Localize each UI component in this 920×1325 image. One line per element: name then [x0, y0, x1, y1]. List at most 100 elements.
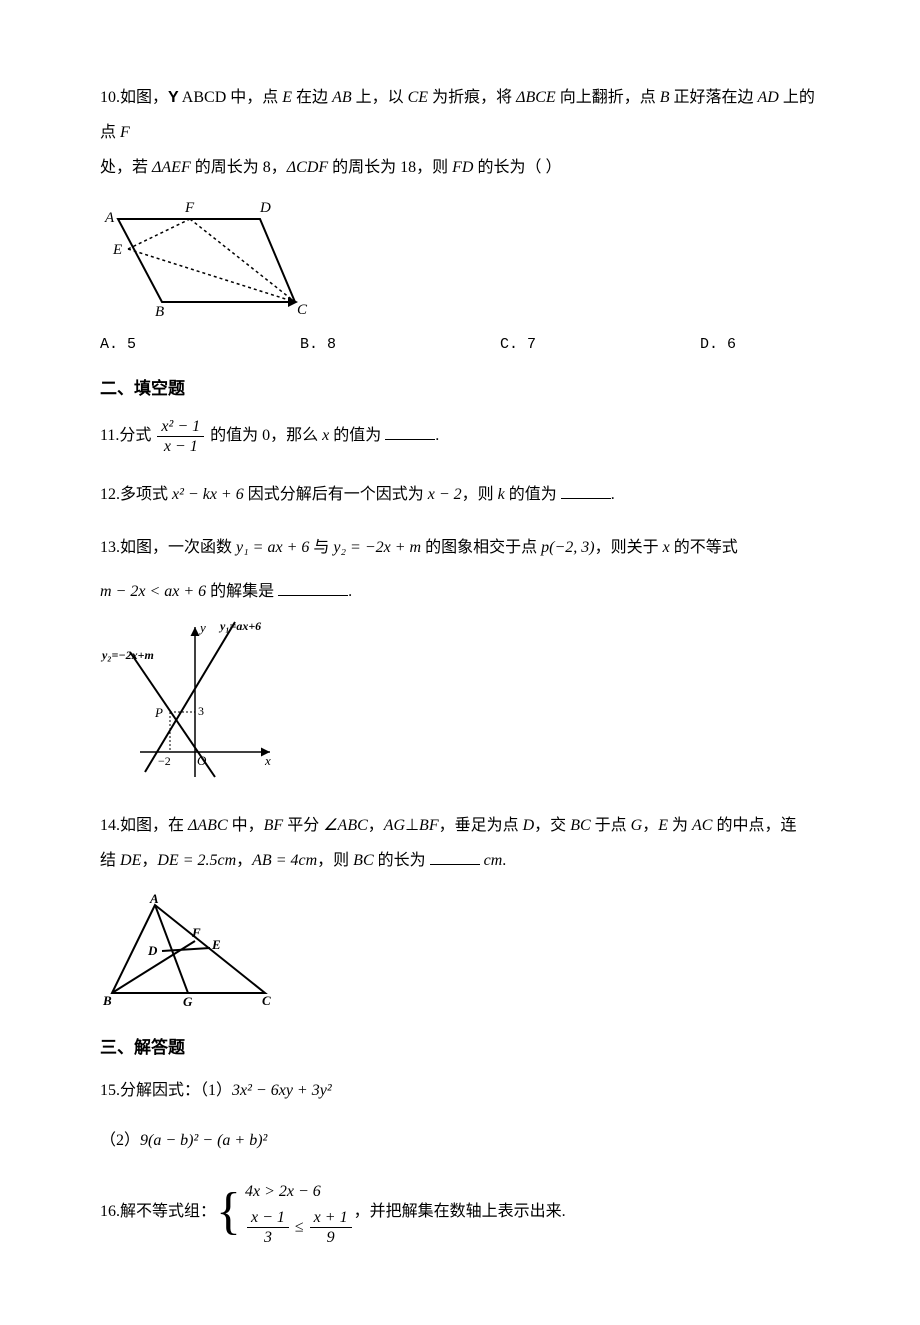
- q14-BC: BC: [570, 817, 590, 834]
- q11-t1: 分式: [119, 427, 155, 444]
- q10-l2t2: 的周长为 8，: [191, 159, 287, 176]
- q12-num: 12.: [100, 486, 120, 503]
- q10-text: 10.如图，Y ABCD 中，点 E 在边 AB 上，以 CE 为折痕，将 ΔB…: [100, 80, 820, 186]
- q15-text: 15.分解因式：（1）3x² − 6xy + 3y²: [100, 1073, 820, 1108]
- q13-t4: ，则关于: [595, 539, 663, 556]
- q11-t2: 的值为 0，那么: [206, 427, 322, 444]
- q13-text: 13.如图，一次函数 y₁ = ax + 6 与 y₂ = −2x + m 的图…: [100, 530, 820, 565]
- q10-AD: AD: [758, 89, 779, 106]
- q16-ineq2: x − 13 ≤ x + 19: [245, 1208, 354, 1247]
- q13-l2t: 的解集是: [206, 583, 278, 600]
- q13-figure: y x y₁=ax+6 y₂=−2x+m P 3 −2 O: [100, 617, 820, 791]
- q10-tri3: ΔCDF: [287, 159, 328, 176]
- q10-option-a[interactable]: A. 5: [100, 333, 300, 357]
- q11-frac-num: x² − 1: [157, 417, 204, 437]
- q16-ineq1: 4x > 2x − 6: [245, 1176, 354, 1208]
- q14-t6: ，交: [534, 817, 570, 834]
- q13-line2: m − 2x < ax + 6 的解集是 .: [100, 574, 820, 609]
- q13-e2: y₂ = −2x + m: [333, 539, 421, 556]
- y-axis-label: y: [198, 620, 206, 635]
- q14-t7: 于点: [591, 817, 631, 834]
- fig14-A: A: [149, 893, 159, 906]
- q14-ex2: AB = 4cm: [252, 852, 317, 869]
- q10-option-b[interactable]: B. 8: [300, 333, 500, 357]
- fig14-D: D: [147, 943, 158, 958]
- question-10: 10.如图，Y ABCD 中，点 E 在边 AB 上，以 CE 为折痕，将 ΔB…: [100, 80, 820, 357]
- section-2-title: 二、填空题: [100, 375, 820, 402]
- q12-t2: 因式分解后有一个因式为: [244, 486, 428, 503]
- q14-AC: AC: [692, 817, 712, 834]
- q11-blank[interactable]: [385, 424, 435, 440]
- question-14: 14.如图，在 ΔABC 中，BF 平分 ∠ABC，AG⊥BF，垂足为点 D，交…: [100, 808, 820, 1016]
- fig14-C: C: [262, 993, 271, 1008]
- tick-3: 3: [198, 704, 204, 718]
- q11-t3: 的值为: [329, 427, 385, 444]
- q14-ex1: DE = 2.5cm: [157, 852, 236, 869]
- fig14-B: B: [102, 993, 112, 1008]
- q13-l2e: m − 2x < ax + 6: [100, 583, 206, 600]
- q14-blank[interactable]: [430, 849, 480, 865]
- q10-num: 10.: [100, 89, 120, 106]
- q14-perp: ⊥: [405, 817, 419, 834]
- q16-f2: x + 19: [310, 1208, 352, 1247]
- q12-blank[interactable]: [561, 483, 611, 499]
- q15-num: 15.: [100, 1082, 120, 1099]
- q10-t2: ABCD 中，点: [179, 89, 283, 106]
- q13-num: 13.: [100, 539, 120, 556]
- q13-t2: 与: [309, 539, 333, 556]
- q14-D: D: [523, 817, 535, 834]
- q13-l2end: .: [348, 583, 352, 600]
- q14-num: 14.: [100, 817, 120, 834]
- q14-figure: A B G C D F E: [100, 893, 820, 1017]
- q10-CE: CE: [408, 89, 428, 106]
- q14-l2t1: 结: [100, 852, 120, 869]
- q14-t10: 的中点，连: [712, 817, 796, 834]
- label-A: A: [104, 210, 115, 226]
- x-axis-label: x: [264, 753, 271, 768]
- q16-f1d: 3: [247, 1228, 289, 1247]
- label-F: F: [184, 200, 195, 216]
- q14-BC2: BC: [353, 852, 373, 869]
- question-12: 12.多项式 x² − kx + 6 因式分解后有一个因式为 x − 2，则 k…: [100, 477, 820, 512]
- fig14-F: F: [191, 925, 201, 940]
- q16-num: 16.: [100, 1199, 120, 1225]
- q11-text: 11.分式 x² − 1x − 1 的值为 0，那么 x 的值为 .: [100, 414, 820, 459]
- q12-k: k: [498, 486, 505, 503]
- q13-blank[interactable]: [278, 580, 348, 596]
- q10-t7: 正好落在边: [670, 89, 758, 106]
- q11-num: 11.: [100, 427, 119, 444]
- q10-figure: A F D E B C: [100, 194, 820, 328]
- q16-f2n: x + 1: [310, 1208, 352, 1228]
- q14-ang: ∠ABC: [323, 817, 368, 834]
- q12-text: 12.多项式 x² − kx + 6 因式分解后有一个因式为 x − 2，则 k…: [100, 477, 820, 512]
- triangle-diagram: A B G C D F E: [100, 893, 280, 1008]
- P-label: P: [154, 705, 163, 720]
- q10-tri1: ΔBCE: [516, 89, 556, 106]
- O-label: O: [197, 753, 207, 768]
- q10-option-d[interactable]: D. 6: [700, 333, 736, 357]
- brace-icon: {: [216, 1177, 241, 1247]
- label-B: B: [155, 304, 164, 319]
- q14-AG: AG: [384, 817, 405, 834]
- q14-text: 14.如图，在 ΔABC 中，BF 平分 ∠ABC，AG⊥BF，垂足为点 D，交…: [100, 808, 820, 878]
- q14-E: E: [658, 817, 668, 834]
- question-11: 11.分式 x² − 1x − 1 的值为 0，那么 x 的值为 .: [100, 414, 820, 459]
- q15-p2l: （2）: [100, 1132, 140, 1149]
- q10-FD: FD: [452, 159, 473, 176]
- q14-t5: ，垂足为点: [439, 817, 523, 834]
- q16-f1n: x − 1: [247, 1208, 289, 1228]
- q11-frac-den: x − 1: [157, 437, 204, 456]
- q16-t2: ，并把解集在数轴上表示出来.: [354, 1199, 566, 1225]
- q11-frac: x² − 1x − 1: [157, 417, 204, 456]
- q10-sym: Y: [168, 89, 179, 106]
- q10-t3: 在边: [292, 89, 332, 106]
- q10-option-c[interactable]: C. 7: [500, 333, 700, 357]
- q16-f1: x − 13: [247, 1208, 289, 1247]
- q13-e3: p(−2, 3): [541, 539, 594, 556]
- q15-t1: 分解因式：（1）: [120, 1082, 232, 1099]
- q14-BF2: BF: [419, 817, 439, 834]
- q14-unit: cm: [480, 852, 503, 869]
- q14-DE: DE: [120, 852, 141, 869]
- q13-e1: y₁ = ax + 6: [236, 539, 309, 556]
- lines-graph: y x y₁=ax+6 y₂=−2x+m P 3 −2 O: [100, 617, 300, 782]
